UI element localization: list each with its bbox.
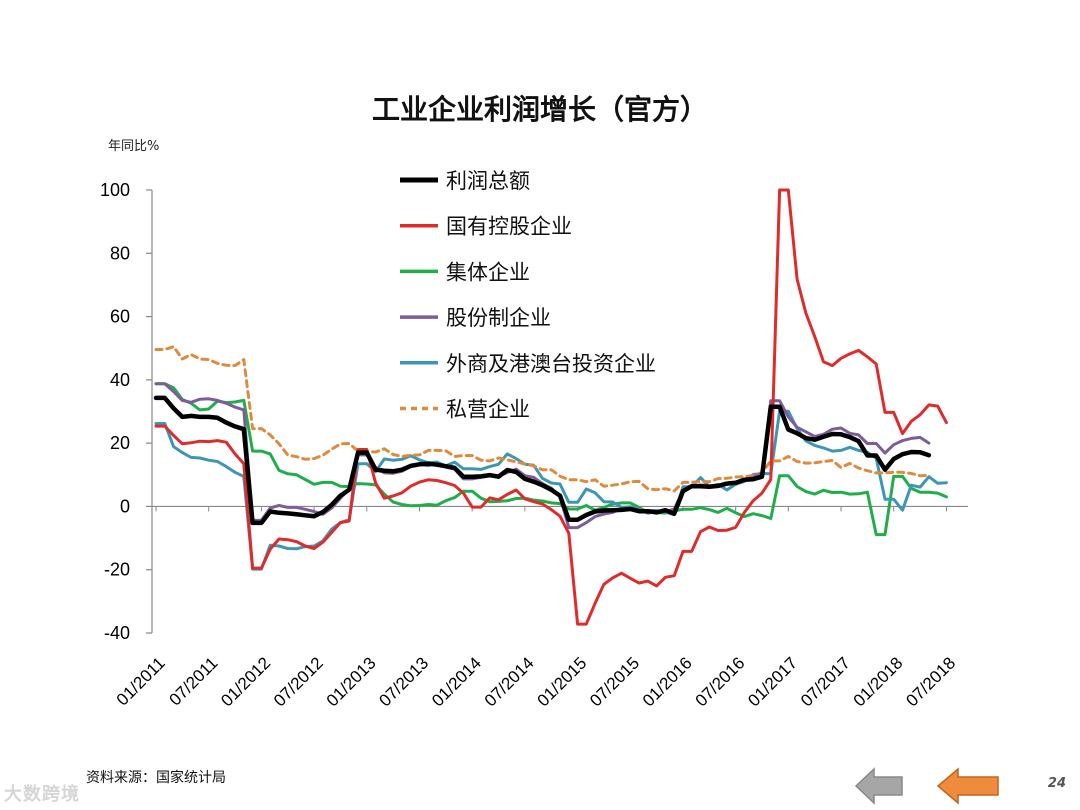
y-tick-label: 80	[110, 243, 130, 263]
legend-label: 私营企业	[446, 398, 530, 422]
legend-label: 外商及港澳台投资企业	[446, 352, 656, 376]
watermark: 大数跨境	[4, 784, 80, 805]
legend-label: 利润总额	[446, 169, 530, 193]
series-layer	[153, 188, 948, 626]
legend-label: 集体企业	[446, 260, 530, 284]
x-tick-label: 01/2018	[850, 653, 907, 710]
series-line-4	[154, 409, 948, 571]
y-tick-label: 0	[120, 496, 130, 516]
x-tick-label: 07/2016	[692, 653, 749, 710]
y-tick-label: -20	[104, 560, 130, 580]
source-note: 资料来源：国家统计局	[86, 770, 226, 786]
x-tick-label: 07/2014	[481, 653, 538, 710]
x-tick-label: 07/2011	[166, 653, 222, 709]
page-number: 24	[1047, 776, 1066, 791]
y-tick-label: 100	[100, 180, 130, 200]
y-tick-label: 60	[110, 307, 130, 327]
next-slide-button[interactable]	[936, 766, 1000, 810]
x-tick-label: 01/2012	[217, 653, 274, 710]
legend-label: 国有控股企业	[446, 215, 572, 239]
x-tick-label: 01/2015	[534, 653, 591, 710]
x-tick-label: 07/2015	[586, 653, 643, 710]
series-line-1	[154, 188, 948, 626]
legend-label: 股份制企业	[446, 306, 551, 330]
previous-slide-button[interactable]	[854, 766, 904, 810]
y-tick-label: -40	[104, 623, 130, 643]
series-line-5	[154, 345, 931, 493]
arrow-left-icon	[854, 767, 903, 805]
line-chart: 年同比% -40-2002040608010001/201107/201101/…	[100, 139, 968, 710]
x-tick-label: 01/2014	[428, 653, 485, 710]
x-tick-label: 01/2017	[744, 653, 801, 710]
series-line-2	[154, 382, 948, 537]
arrow-left-icon	[936, 767, 999, 805]
y-tick-label: 20	[110, 433, 130, 453]
x-tick-label: 01/2016	[639, 653, 696, 710]
x-tick-label: 07/2017	[797, 653, 854, 710]
y-unit-label: 年同比%	[108, 139, 159, 154]
x-tick-label: 01/2011	[113, 653, 169, 709]
x-tick-label: 07/2018	[902, 653, 959, 710]
x-tick-label: 01/2013	[323, 653, 380, 710]
series-line-0	[153, 395, 932, 526]
y-tick-label: 40	[110, 370, 130, 390]
chart-title: 工业企业利润增长（官方）	[371, 93, 708, 126]
x-tick-label: 07/2012	[270, 653, 327, 710]
x-tick-label: 07/2013	[375, 653, 432, 710]
